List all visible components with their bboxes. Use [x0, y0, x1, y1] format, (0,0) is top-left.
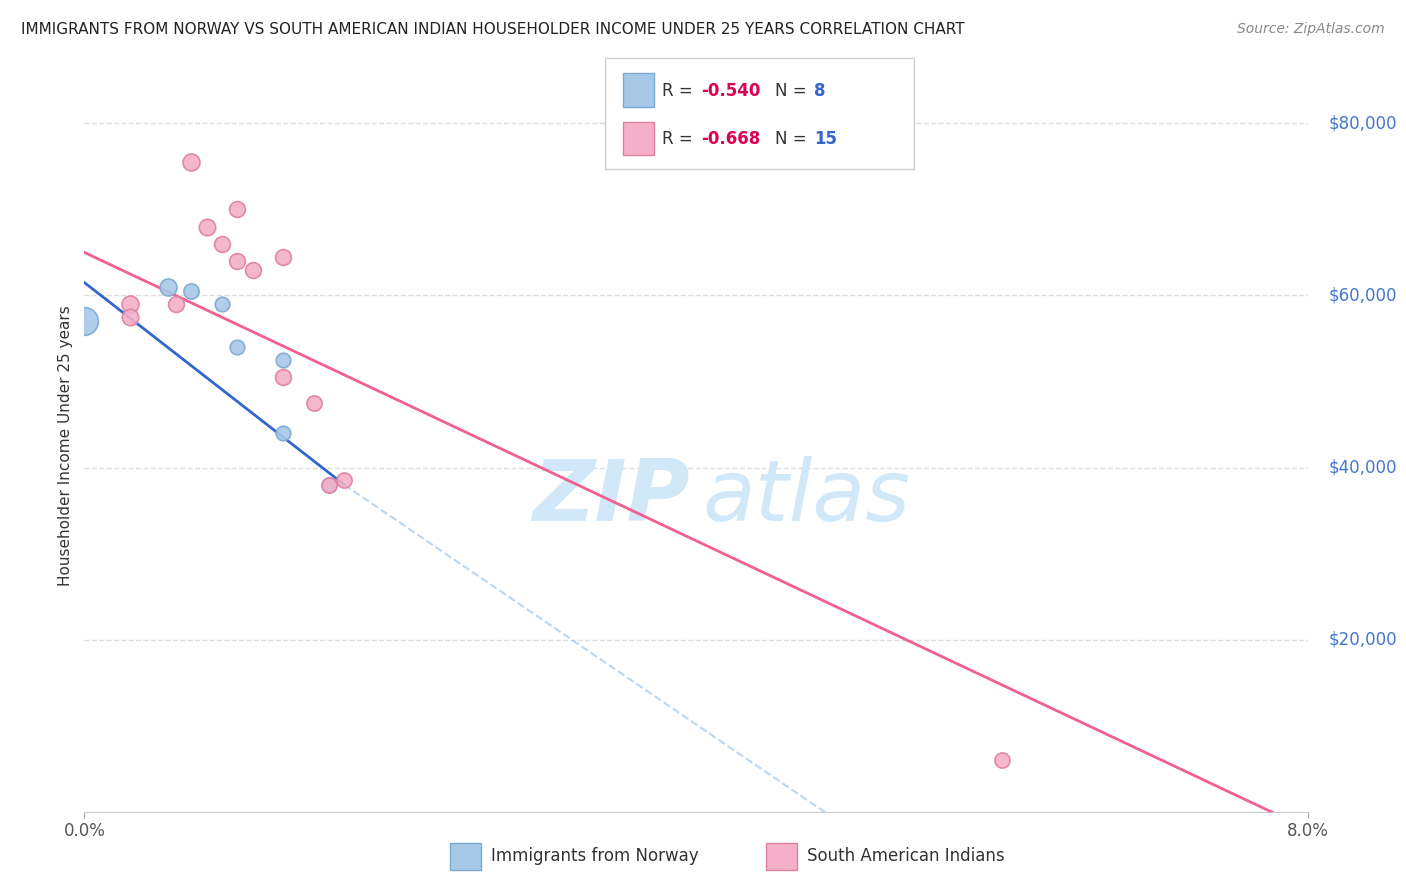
Text: $60,000: $60,000	[1329, 286, 1398, 304]
Point	[120, 310, 142, 324]
Point	[271, 353, 294, 368]
Text: N =: N =	[775, 82, 811, 100]
Text: Immigrants from Norway: Immigrants from Norway	[491, 847, 699, 865]
Text: R =: R =	[662, 82, 699, 100]
Text: Source: ZipAtlas.com: Source: ZipAtlas.com	[1237, 22, 1385, 37]
Text: South American Indians: South American Indians	[807, 847, 1005, 865]
Text: $80,000: $80,000	[1329, 114, 1398, 132]
Point	[157, 280, 180, 294]
Text: -0.540: -0.540	[702, 82, 761, 100]
Point	[211, 236, 233, 251]
Point	[73, 314, 96, 328]
Point	[120, 297, 142, 311]
Point	[226, 340, 249, 354]
Text: -0.668: -0.668	[702, 130, 761, 148]
Text: R =: R =	[662, 130, 699, 148]
Point	[333, 474, 356, 488]
Text: IMMIGRANTS FROM NORWAY VS SOUTH AMERICAN INDIAN HOUSEHOLDER INCOME UNDER 25 YEAR: IMMIGRANTS FROM NORWAY VS SOUTH AMERICAN…	[21, 22, 965, 37]
Point	[180, 155, 202, 169]
Point	[165, 297, 187, 311]
Text: $20,000: $20,000	[1329, 631, 1398, 648]
Text: atlas: atlas	[702, 456, 910, 539]
Text: N =: N =	[775, 130, 811, 148]
Point	[271, 250, 294, 264]
Point	[271, 370, 294, 384]
Point	[302, 396, 325, 410]
Point	[318, 477, 340, 491]
Text: ZIP: ZIP	[533, 456, 690, 539]
Point	[195, 219, 218, 234]
Text: 15: 15	[814, 130, 837, 148]
Point	[990, 753, 1012, 767]
Point	[226, 254, 249, 268]
Point	[180, 284, 202, 298]
Point	[271, 426, 294, 441]
Text: $40,000: $40,000	[1329, 458, 1398, 476]
Point	[226, 202, 249, 217]
Y-axis label: Householder Income Under 25 years: Householder Income Under 25 years	[58, 306, 73, 586]
Point	[318, 477, 340, 491]
Point	[242, 262, 264, 277]
Point	[211, 297, 233, 311]
Text: 8: 8	[814, 82, 825, 100]
